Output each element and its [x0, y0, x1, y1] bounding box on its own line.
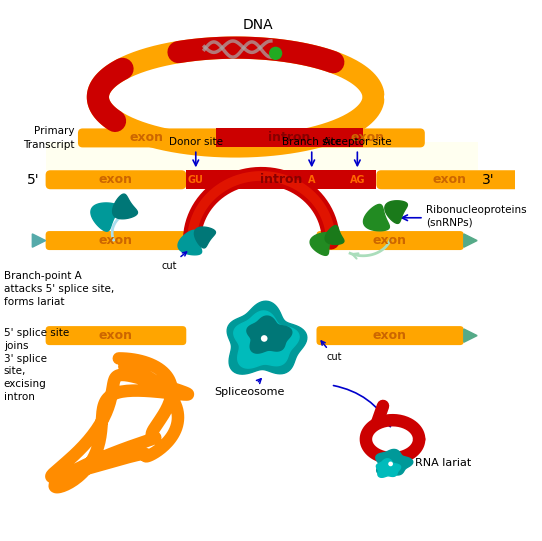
Text: exon: exon: [351, 131, 385, 144]
Text: AG: AG: [350, 175, 365, 184]
Text: Ribonucleoproteins
(snRNPs): Ribonucleoproteins (snRNPs): [426, 204, 526, 227]
Bar: [46, 142, 478, 170]
Polygon shape: [195, 227, 215, 248]
FancyBboxPatch shape: [317, 326, 464, 345]
Polygon shape: [178, 230, 202, 255]
Polygon shape: [91, 203, 119, 231]
Text: exon: exon: [130, 131, 163, 144]
FancyBboxPatch shape: [46, 231, 186, 250]
Polygon shape: [325, 226, 344, 245]
Polygon shape: [385, 201, 408, 223]
Text: Donor site: Donor site: [169, 137, 223, 148]
Text: exon: exon: [99, 173, 133, 186]
Circle shape: [269, 47, 282, 60]
FancyBboxPatch shape: [78, 128, 425, 148]
Text: exon: exon: [373, 234, 406, 247]
Polygon shape: [227, 301, 307, 374]
Polygon shape: [310, 233, 331, 255]
FancyBboxPatch shape: [46, 170, 186, 189]
FancyBboxPatch shape: [46, 326, 186, 345]
FancyBboxPatch shape: [376, 170, 524, 189]
Polygon shape: [464, 234, 477, 247]
Text: 5' splice site
joins
3' splice
site,
excising
intron: 5' splice site joins 3' splice site, exc…: [4, 328, 69, 402]
Polygon shape: [376, 459, 401, 477]
Text: 3': 3': [482, 173, 494, 187]
FancyBboxPatch shape: [317, 231, 464, 250]
Polygon shape: [376, 450, 413, 475]
Text: GU: GU: [188, 175, 204, 184]
Text: cut: cut: [162, 252, 186, 271]
Polygon shape: [33, 234, 46, 247]
Text: Primary
Transcript: Primary Transcript: [23, 126, 74, 149]
Polygon shape: [464, 329, 477, 342]
Polygon shape: [247, 316, 292, 353]
Text: Spliceosome: Spliceosome: [214, 379, 284, 397]
Text: Branch site: Branch site: [282, 137, 341, 148]
Bar: [216, 128, 363, 148]
Text: exon: exon: [373, 329, 406, 342]
Text: DNA: DNA: [242, 18, 273, 32]
Polygon shape: [113, 194, 138, 219]
Text: 5': 5': [27, 173, 40, 187]
Text: exon: exon: [99, 234, 133, 247]
Text: Branch-point A
attacks 5' splice site,
forms lariat: Branch-point A attacks 5' splice site, f…: [4, 271, 114, 307]
Circle shape: [261, 335, 268, 342]
Text: RNA lariat: RNA lariat: [415, 458, 472, 468]
Text: exon: exon: [99, 329, 133, 342]
Text: intron: intron: [260, 173, 302, 186]
Bar: [186, 170, 376, 189]
Text: cut: cut: [321, 341, 343, 362]
Text: A: A: [308, 175, 315, 184]
Polygon shape: [364, 204, 389, 231]
Text: Acceptor site: Acceptor site: [323, 137, 392, 148]
Text: exon: exon: [433, 173, 467, 186]
Text: intron: intron: [268, 131, 310, 144]
Circle shape: [388, 461, 393, 466]
Polygon shape: [234, 311, 299, 368]
